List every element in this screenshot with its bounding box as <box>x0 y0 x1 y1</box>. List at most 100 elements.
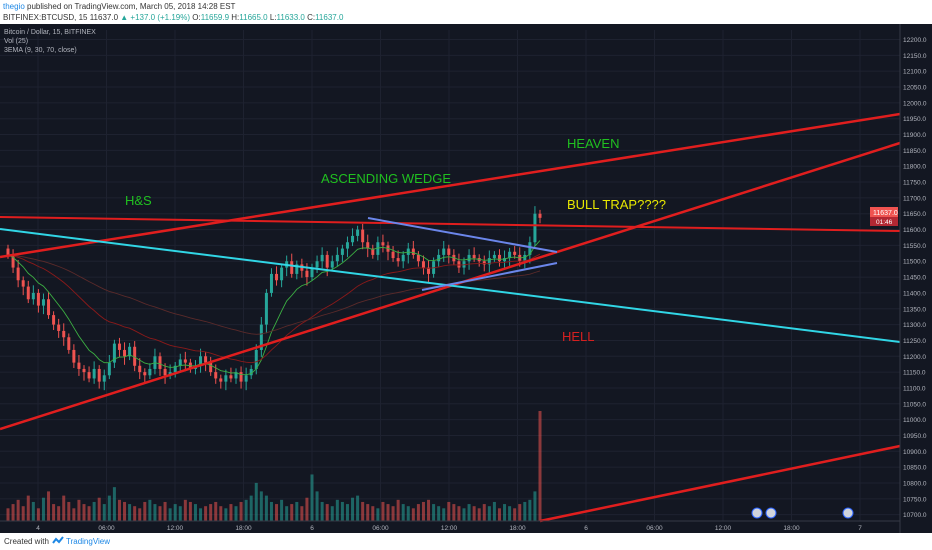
price-axis[interactable]: 12200.0 12150.0 12100.0 12050.0 12000.0 11950… <box>899 24 927 533</box>
cyan-trendline[interactable] <box>0 228 901 343</box>
tradingview-brand[interactable]: TradingView <box>66 537 111 546</box>
candle-body <box>467 254 471 262</box>
candle-body <box>62 330 66 338</box>
candle-body <box>148 368 152 376</box>
candle-body <box>391 251 395 259</box>
created-with-text: Created with <box>4 537 49 546</box>
low-value: 11633.0 <box>276 13 305 22</box>
volume-bar <box>219 506 223 521</box>
candle-body <box>340 248 344 255</box>
candle-body <box>366 242 370 249</box>
candle-body <box>102 375 106 382</box>
legend-ema: 3EMA (9, 30, 70, close) <box>4 47 77 54</box>
author-link[interactable]: thegio <box>3 2 25 11</box>
candle-body <box>411 248 415 255</box>
wedge-upper-line[interactable] <box>367 217 558 253</box>
annotation-h-and-s: H&S <box>125 193 152 208</box>
footer-bar: Created with TradingView <box>0 533 932 550</box>
candle-body <box>67 337 71 350</box>
candle-body <box>199 356 203 366</box>
candle-body <box>325 254 329 268</box>
volume-bar <box>300 506 304 521</box>
grid-lines <box>0 30 900 521</box>
event-markers[interactable] <box>751 507 854 519</box>
volume-bar <box>102 504 106 521</box>
candle-body <box>264 292 268 325</box>
volume-bar <box>133 506 137 521</box>
volume-bar <box>41 497 45 521</box>
price-tick-label: 11150.0 <box>903 370 926 377</box>
candle-body <box>315 261 319 268</box>
candle-body <box>487 258 491 265</box>
volume-bar <box>305 497 309 521</box>
volume-bar <box>528 499 532 521</box>
time-tick-label: 18:00 <box>509 525 526 532</box>
candle-body <box>158 356 162 369</box>
volume-bar <box>6 508 10 521</box>
volume-bar <box>249 495 253 521</box>
candle-body <box>21 280 25 287</box>
candle-body <box>275 273 279 281</box>
chart-canvas[interactable]: HEAVEN ASCENDING WEDGE H&S BULL TRAP????… <box>0 24 932 533</box>
volume-bar <box>467 504 471 521</box>
volume-bar <box>361 501 365 521</box>
volume-bar <box>244 499 248 521</box>
candle-body <box>6 248 10 255</box>
price-tick-label: 10900.0 <box>903 449 927 456</box>
candle-body <box>123 349 127 357</box>
volume-bar <box>188 501 192 521</box>
candle-body <box>16 267 20 281</box>
candle-body <box>87 372 91 379</box>
volume-bars <box>6 411 542 521</box>
candle-body <box>401 254 405 262</box>
volume-bar <box>178 506 182 521</box>
volume-bar <box>503 504 507 521</box>
volume-bar <box>264 495 268 521</box>
time-tick-label: 06:00 <box>98 525 115 532</box>
price-tick-label: 11650.0 <box>903 211 926 218</box>
event-marker-icon[interactable] <box>842 507 854 519</box>
price-tick-label: 11300.0 <box>903 322 926 329</box>
candle-body <box>214 372 218 379</box>
last-price-label: 11637.0 <box>873 210 898 217</box>
candle-body <box>128 346 132 357</box>
candle-body <box>163 368 167 376</box>
volume-bar <box>128 504 132 521</box>
price-tick-label: 12050.0 <box>903 85 927 92</box>
trend-lines <box>0 112 901 523</box>
volume-bar <box>214 501 218 521</box>
open-label: O: <box>192 13 201 22</box>
publish-text: published on TradingView.com, March 05, … <box>24 2 236 11</box>
annotation-hell: HELL <box>562 329 595 344</box>
candle-body <box>26 286 30 300</box>
wedge-lower-line[interactable] <box>421 262 558 291</box>
volume-bar <box>497 508 501 521</box>
candle-body <box>361 229 365 243</box>
time-axis[interactable]: 4 06:00 12:00 18:00 6 06:00 12:00 18:00 6 06:00 12… <box>0 520 900 532</box>
close-label: C: <box>307 13 316 22</box>
time-tick-label: 6 <box>584 525 588 532</box>
volume-bar <box>107 495 111 521</box>
heaven-trendline[interactable] <box>0 112 901 259</box>
candle-body <box>280 267 284 281</box>
price-tick-label: 11700.0 <box>903 195 926 202</box>
legend-title: Bitcoin / Dollar, 15, BITFINEX <box>4 29 96 36</box>
volume-bar <box>335 499 339 521</box>
event-marker-icon[interactable] <box>765 507 777 519</box>
volume-bar <box>62 495 66 521</box>
candle-body <box>356 229 360 236</box>
volume-bar <box>72 508 76 521</box>
open-value: 11659.9 <box>200 13 230 22</box>
candle-body <box>259 324 263 350</box>
volume-bar <box>82 504 86 521</box>
candle-body <box>41 299 45 306</box>
event-marker-icon[interactable] <box>751 507 763 519</box>
candle-body <box>229 375 233 379</box>
volume-bar <box>280 499 284 521</box>
lower-channel-line[interactable] <box>539 444 901 523</box>
time-tick-label: 12:00 <box>715 525 732 532</box>
volume-bar <box>57 506 61 521</box>
ohlc-line: BITFINEX:BTCUSD, 15 11637.0 ▲ +137.0 (+1… <box>3 13 343 22</box>
horizontal-resistance-line[interactable] <box>0 216 901 232</box>
candle-body <box>269 273 273 293</box>
